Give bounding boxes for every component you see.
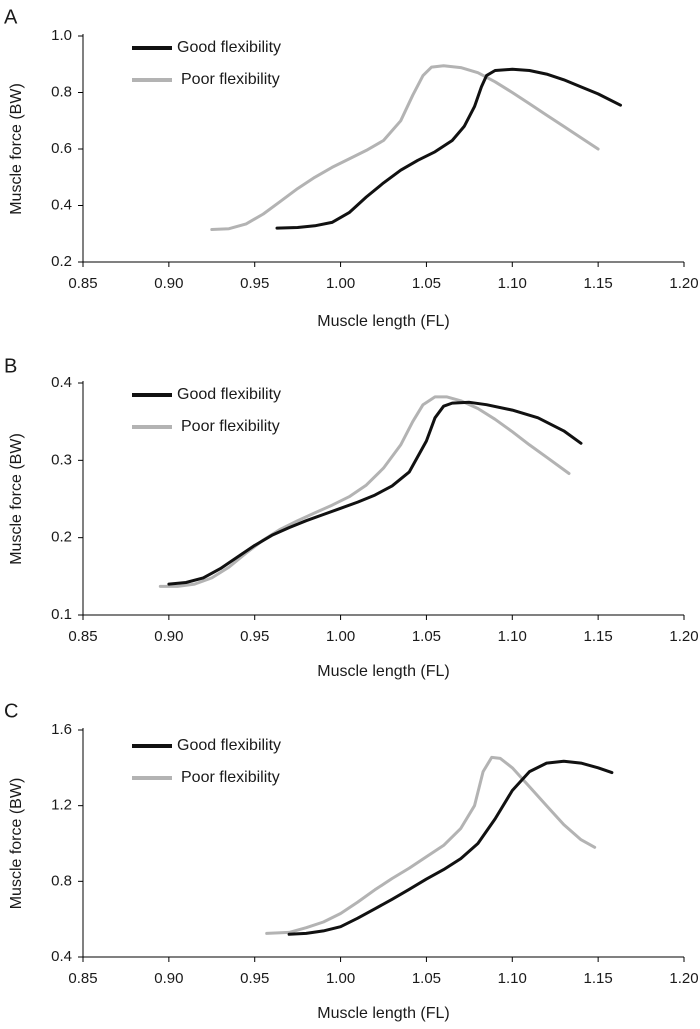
y-tick-label: 0.4 xyxy=(51,374,72,391)
series-line-good-flexibility xyxy=(287,759,614,936)
series-line-poor-flexibility xyxy=(158,395,571,588)
legend-label: Poor flexibility xyxy=(181,71,280,88)
x-tick-label: 0.90 xyxy=(154,275,183,292)
y-tick-label: 1.0 xyxy=(51,27,72,44)
x-tick-label: 1.20 xyxy=(669,275,698,292)
series-line-poor-flexibility xyxy=(210,64,600,231)
x-tick-label: 1.15 xyxy=(584,628,613,645)
x-tick-label: 0.90 xyxy=(154,628,183,645)
x-tick-label: 1.05 xyxy=(412,970,441,987)
y-axis-title: Muscle force (BW) xyxy=(8,778,25,910)
x-tick-label: 1.10 xyxy=(498,628,527,645)
legend-label: Poor flexibility xyxy=(181,769,280,786)
panel-label: A xyxy=(4,6,18,28)
x-tick-label: 1.05 xyxy=(412,628,441,645)
chart-panel-A: A 0.85 0.90 0.95 1.00 1.05 1.10 1.15 1.20 0.2 0.4 0… xyxy=(4,6,699,330)
x-tick-label: 1.15 xyxy=(584,970,613,987)
x-tick-label: 0.95 xyxy=(240,275,269,292)
chart-panel-B: B 0.85 0.90 0.95 1.00 1.05 1.10 1.15 1.20 0.1 0.2 0… xyxy=(4,355,699,680)
x-tick-label: 1.05 xyxy=(412,275,441,292)
x-tick-label: 1.10 xyxy=(498,970,527,987)
x-tick-label: 1.00 xyxy=(326,628,355,645)
y-tick-label: 0.2 xyxy=(51,529,72,546)
y-tick-label: 0.6 xyxy=(51,140,72,157)
chart-panel-C: C 0.85 0.90 0.95 1.00 1.05 1.10 1.15 1.20 0.4 0.8 1… xyxy=(4,700,699,1022)
legend-label: Good flexibility xyxy=(177,39,281,56)
series-line-good-flexibility xyxy=(167,400,583,586)
y-tick-label: 0.2 xyxy=(51,253,72,270)
x-axis-title: Muscle length (FL) xyxy=(317,313,450,330)
y-axis-title: Muscle force (BW) xyxy=(8,83,25,215)
y-tick-label: 0.8 xyxy=(51,83,72,100)
x-axis-title: Muscle length (FL) xyxy=(317,663,450,680)
x-tick-label: 1.20 xyxy=(669,628,698,645)
x-tick-label: 1.15 xyxy=(584,275,613,292)
y-axis-title: Muscle force (BW) xyxy=(8,433,25,565)
panel-label: C xyxy=(4,700,18,722)
legend-label: Good flexibility xyxy=(177,737,281,754)
x-tick-label: 0.85 xyxy=(68,275,97,292)
legend-label: Good flexibility xyxy=(177,386,281,403)
x-tick-label: 0.85 xyxy=(68,970,97,987)
panel-label: B xyxy=(4,355,17,377)
x-tick-label: 0.90 xyxy=(154,970,183,987)
y-tick-label: 0.4 xyxy=(51,948,72,965)
x-tick-label: 0.95 xyxy=(240,628,269,645)
x-tick-label: 0.95 xyxy=(240,970,269,987)
series-line-good-flexibility xyxy=(275,67,622,230)
y-tick-label: 1.2 xyxy=(51,797,72,814)
y-tick-label: 0.4 xyxy=(51,196,72,213)
y-tick-label: 0.8 xyxy=(51,872,72,889)
y-tick-label: 0.3 xyxy=(51,451,72,468)
x-tick-label: 1.20 xyxy=(669,970,698,987)
x-tick-label: 1.10 xyxy=(498,275,527,292)
x-axis-title: Muscle length (FL) xyxy=(317,1005,450,1022)
legend-label: Poor flexibility xyxy=(181,418,280,435)
x-tick-label: 1.00 xyxy=(326,275,355,292)
x-tick-label: 1.00 xyxy=(326,970,355,987)
y-tick-label: 0.1 xyxy=(51,606,72,623)
x-tick-label: 0.85 xyxy=(68,628,97,645)
series-line-poor-flexibility xyxy=(265,755,597,935)
y-tick-label: 1.6 xyxy=(51,721,72,738)
